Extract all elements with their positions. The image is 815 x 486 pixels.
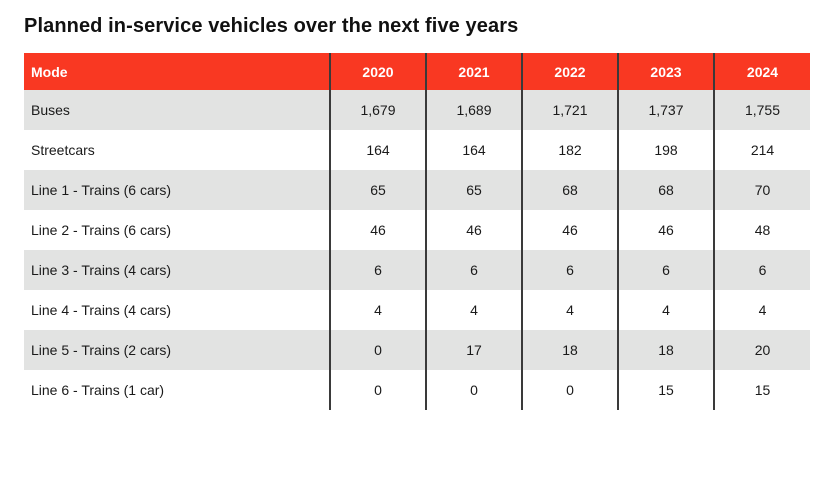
table-header: Mode 2020 2021 2022 2023 2024 bbox=[24, 53, 810, 90]
column-header-2022: 2022 bbox=[521, 53, 618, 90]
table-row: Line 1 - Trains (6 cars) 65 65 68 68 70 bbox=[24, 170, 810, 210]
value-cell: 18 bbox=[617, 330, 714, 370]
value-cell: 20 bbox=[713, 330, 810, 370]
mode-cell: Line 2 - Trains (6 cars) bbox=[31, 222, 172, 238]
value-cell: 164 bbox=[425, 130, 522, 170]
table-row: Line 5 - Trains (2 cars) 0 17 18 18 20 bbox=[24, 330, 810, 370]
value-cell: 68 bbox=[617, 170, 714, 210]
value-cell: 1,737 bbox=[617, 90, 714, 130]
table-row: Streetcars 164 164 182 198 214 bbox=[24, 130, 810, 170]
value-cell: 6 bbox=[713, 250, 810, 290]
table-row: Buses 1,679 1,689 1,721 1,737 1,755 bbox=[24, 90, 810, 130]
column-header-2021: 2021 bbox=[425, 53, 522, 90]
value-cell: 6 bbox=[425, 250, 522, 290]
column-header-2023: 2023 bbox=[617, 53, 714, 90]
value-cell: 4 bbox=[521, 290, 618, 330]
table-row: Line 6 - Trains (1 car) 0 0 0 15 15 bbox=[24, 370, 810, 410]
mode-cell: Streetcars bbox=[31, 142, 95, 158]
value-cell: 46 bbox=[329, 210, 426, 250]
value-cell: 6 bbox=[521, 250, 618, 290]
value-cell: 4 bbox=[617, 290, 714, 330]
value-cell: 68 bbox=[521, 170, 618, 210]
value-cell: 1,755 bbox=[713, 90, 810, 130]
value-cell: 6 bbox=[617, 250, 714, 290]
value-cell: 4 bbox=[329, 290, 426, 330]
column-header-mode: Mode bbox=[24, 53, 330, 90]
value-cell: 0 bbox=[425, 370, 522, 410]
table-row: Line 4 - Trains (4 cars) 4 4 4 4 4 bbox=[24, 290, 810, 330]
value-cell: 65 bbox=[329, 170, 426, 210]
value-cell: 48 bbox=[713, 210, 810, 250]
value-cell: 1,689 bbox=[425, 90, 522, 130]
value-cell: 214 bbox=[713, 130, 810, 170]
value-cell: 46 bbox=[425, 210, 522, 250]
header-row: Mode 2020 2021 2022 2023 2024 bbox=[24, 53, 810, 90]
value-cell: 46 bbox=[617, 210, 714, 250]
column-header-2024: 2024 bbox=[713, 53, 810, 90]
value-cell: 15 bbox=[713, 370, 810, 410]
mode-cell: Buses bbox=[31, 102, 70, 118]
value-cell: 18 bbox=[521, 330, 618, 370]
mode-cell: Line 5 - Trains (2 cars) bbox=[31, 342, 172, 358]
value-cell: 0 bbox=[329, 370, 426, 410]
value-cell: 46 bbox=[521, 210, 618, 250]
mode-cell: Line 4 - Trains (4 cars) bbox=[31, 302, 172, 318]
table-row: Line 2 - Trains (6 cars) 46 46 46 46 48 bbox=[24, 210, 810, 250]
value-cell: 4 bbox=[713, 290, 810, 330]
mode-cell: Line 1 - Trains (6 cars) bbox=[31, 182, 172, 198]
value-cell: 15 bbox=[617, 370, 714, 410]
value-cell: 1,721 bbox=[521, 90, 618, 130]
value-cell: 65 bbox=[425, 170, 522, 210]
value-cell: 17 bbox=[425, 330, 522, 370]
value-cell: 70 bbox=[713, 170, 810, 210]
value-cell: 4 bbox=[425, 290, 522, 330]
value-cell: 0 bbox=[329, 330, 426, 370]
value-cell: 164 bbox=[329, 130, 426, 170]
report-page: Planned in-service vehicles over the nex… bbox=[24, 15, 810, 410]
table-row: Line 3 - Trains (4 cars) 6 6 6 6 6 bbox=[24, 250, 810, 290]
value-cell: 198 bbox=[617, 130, 714, 170]
page-title: Planned in-service vehicles over the nex… bbox=[24, 15, 519, 37]
value-cell: 1,679 bbox=[329, 90, 426, 130]
column-header-2020: 2020 bbox=[329, 53, 426, 90]
value-cell: 6 bbox=[329, 250, 426, 290]
mode-cell: Line 3 - Trains (4 cars) bbox=[31, 262, 172, 278]
mode-cell: Line 6 - Trains (1 car) bbox=[31, 382, 165, 398]
table-body: Buses 1,679 1,689 1,721 1,737 1,755 Streetcars… bbox=[24, 90, 810, 410]
value-cell: 0 bbox=[521, 370, 618, 410]
value-cell: 182 bbox=[521, 130, 618, 170]
planned-vehicles-table: Mode 2020 2021 2022 2023 2024 Buses 1,679… bbox=[24, 53, 810, 410]
